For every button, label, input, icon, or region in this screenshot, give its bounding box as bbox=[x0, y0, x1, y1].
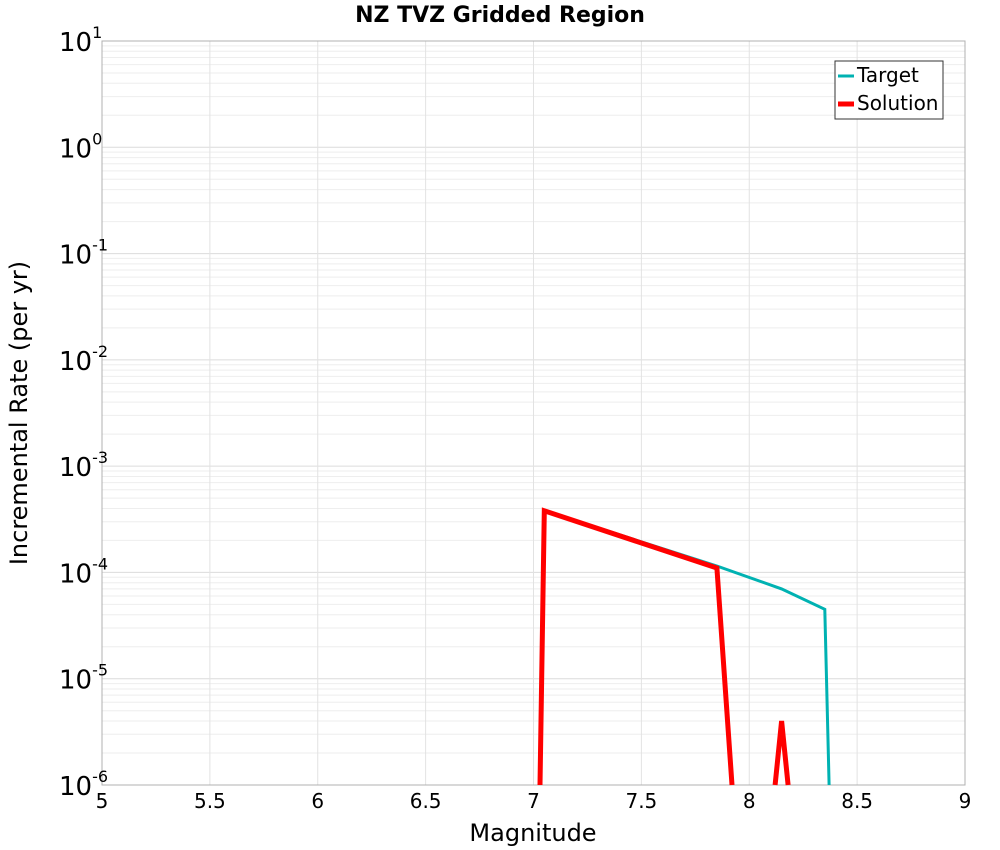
legend-label-target: Target bbox=[856, 63, 919, 87]
y-tick-label: 10-2 bbox=[59, 342, 108, 377]
y-tick-label: 10-5 bbox=[59, 661, 108, 696]
y-tick-label: 10-3 bbox=[59, 448, 108, 483]
x-tick-label: 7 bbox=[527, 789, 540, 813]
series-layer bbox=[537, 507, 831, 786]
x-tick-label: 5.5 bbox=[194, 789, 226, 813]
x-tick-label: 9 bbox=[959, 789, 972, 813]
y-tick-label: 101 bbox=[59, 23, 102, 58]
y-tick-label: 10-4 bbox=[59, 554, 108, 589]
x-ticks: 5 5.5 6 6.5 7 7.5 8 8.5 9 bbox=[96, 789, 972, 813]
grid bbox=[101, 41, 966, 786]
series-line-solution bbox=[537, 507, 791, 786]
y-axis-label: Incremental Rate (per yr) bbox=[5, 261, 33, 565]
legend-box bbox=[834, 60, 944, 120]
x-axis-label: Magnitude bbox=[469, 819, 596, 847]
x-tick-label: 8.5 bbox=[841, 789, 873, 813]
y-tick-label: 10-1 bbox=[59, 236, 108, 271]
legend: Target Solution bbox=[834, 60, 944, 120]
chart-title: NZ TVZ Gridded Region bbox=[355, 3, 645, 28]
x-tick-label: 6.5 bbox=[410, 789, 442, 813]
y-tick-label: 100 bbox=[59, 129, 102, 164]
x-tick-label: 8 bbox=[743, 789, 756, 813]
plot-frame bbox=[101, 40, 966, 786]
y-tick-label: 10-6 bbox=[59, 767, 108, 802]
legend-label-solution: Solution bbox=[857, 91, 938, 115]
x-tick-label: 7.5 bbox=[625, 789, 657, 813]
y-ticks: 101 100 10-1 10-2 10-3 10-4 10-5 10-6 bbox=[59, 23, 108, 802]
x-tick-label: 6 bbox=[311, 789, 324, 813]
x-tick-label: 5 bbox=[96, 789, 109, 813]
